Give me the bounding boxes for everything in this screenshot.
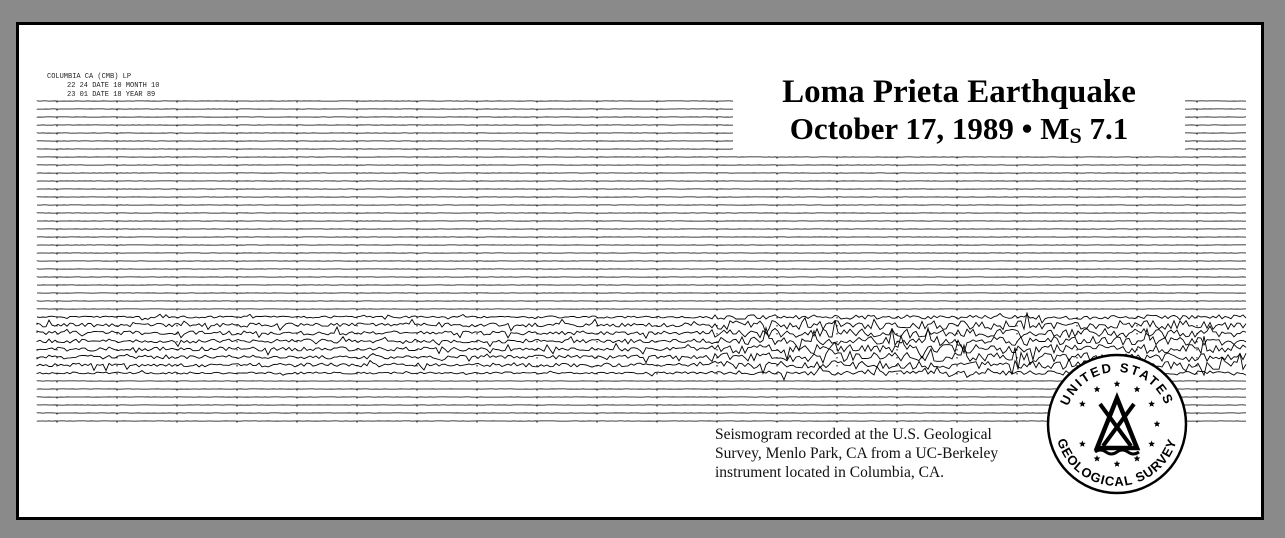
header-line: 23 01 DATE 18 YEAR 89 — [67, 91, 156, 99]
star-icon — [1113, 460, 1121, 467]
seal-stars — [1079, 380, 1161, 467]
magnitude-prefix: M — [1040, 111, 1070, 146]
trace-line — [36, 312, 1247, 335]
star-icon — [1093, 385, 1101, 393]
poster-title: Loma Prieta Earthquake — [782, 74, 1136, 110]
record-header-note: COLUMBIA CA (CMB) LP 22 24 DATE 10 MONTH… — [47, 73, 159, 100]
trace-line — [36, 326, 1247, 355]
poster: COLUMBIA CA (CMB) LP 22 24 DATE 10 MONTH… — [16, 22, 1264, 520]
trace-line — [36, 343, 1247, 370]
magnitude-subscript: S — [1069, 123, 1082, 148]
event-date: October 17, 1989 — [789, 111, 1014, 146]
star-icon — [1153, 420, 1161, 427]
star-icon — [1148, 400, 1155, 407]
star-icon — [1148, 440, 1155, 447]
header-line: COLUMBIA CA (CMB) LP — [47, 73, 132, 81]
title-block: Loma Prieta Earthquake October 17, 1989 … — [733, 73, 1185, 154]
star-icon — [1093, 455, 1101, 462]
poster-subtitle: October 17, 1989 • MS 7.1 — [733, 111, 1185, 154]
header-line: 22 24 DATE 10 MONTH 10 — [67, 82, 160, 90]
trace-line — [36, 312, 1247, 324]
star-icon — [1079, 400, 1086, 407]
trace-line — [36, 352, 1247, 377]
caption: Seismogram recorded at the U.S. Geologic… — [715, 423, 1033, 482]
trace-line — [36, 334, 1247, 362]
star-icon — [1133, 455, 1141, 462]
star-icon — [1113, 380, 1121, 387]
usgs-seal-logo: UNITED STATES GEOLOGICAL SURVEY — [1046, 353, 1188, 495]
star-icon — [1133, 385, 1141, 393]
trace-line — [36, 365, 1247, 381]
trace-line — [36, 319, 1247, 340]
magnitude-value: 7.1 — [1089, 111, 1129, 146]
star-icon — [1079, 440, 1086, 447]
seismogram-traces — [36, 100, 1247, 423]
bullet-separator: • — [1021, 111, 1033, 146]
